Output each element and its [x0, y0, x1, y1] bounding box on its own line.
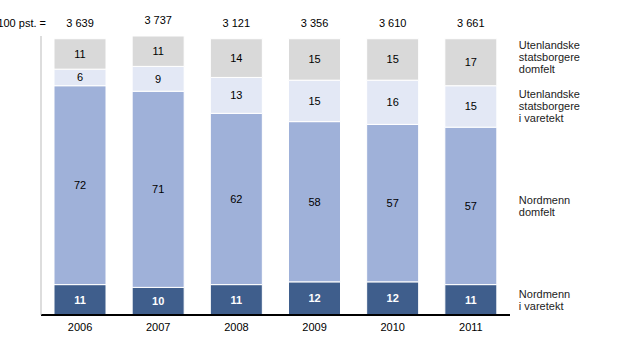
svg-text:12: 12: [308, 292, 320, 304]
svg-text:Utenlandskestatsborgerei varet: Utenlandskestatsborgerei varetekt: [519, 88, 580, 124]
svg-text:Nordmenndomfelt: Nordmenndomfelt: [519, 194, 570, 218]
svg-text:58: 58: [308, 196, 320, 208]
svg-text:3 610: 3 610: [379, 17, 407, 29]
svg-text:13: 13: [230, 89, 242, 101]
svg-text:11: 11: [74, 294, 86, 306]
svg-text:72: 72: [74, 179, 86, 191]
svg-text:3 661: 3 661: [457, 17, 485, 29]
svg-text:2006: 2006: [68, 321, 92, 333]
svg-text:10: 10: [152, 295, 164, 307]
svg-text:11: 11: [465, 294, 477, 306]
svg-text:11: 11: [74, 48, 85, 60]
svg-text:3 356: 3 356: [301, 17, 329, 29]
svg-text:Utenlandskestatsborgeredomfelt: Utenlandskestatsborgeredomfelt: [519, 39, 580, 75]
svg-text:Nordmenni varetekt: Nordmenni varetekt: [519, 288, 570, 312]
svg-text:6: 6: [77, 71, 83, 83]
svg-text:17: 17: [465, 56, 477, 68]
svg-text:15: 15: [387, 53, 399, 65]
svg-text:15: 15: [465, 100, 477, 112]
svg-text:2011: 2011: [459, 321, 483, 333]
svg-text:15: 15: [308, 53, 320, 65]
svg-text:16: 16: [387, 96, 399, 108]
svg-text:2008: 2008: [224, 321, 248, 333]
svg-text:15: 15: [308, 95, 320, 107]
svg-text:100 pst. =: 100 pst. =: [8, 17, 46, 29]
svg-text:11: 11: [152, 45, 163, 57]
svg-text:11: 11: [231, 294, 243, 306]
svg-text:62: 62: [230, 193, 242, 205]
svg-text:3 737: 3 737: [144, 14, 172, 26]
svg-text:3 121: 3 121: [223, 17, 251, 29]
svg-text:14: 14: [230, 52, 242, 64]
svg-text:2009: 2009: [302, 321, 326, 333]
svg-text:2007: 2007: [146, 321, 170, 333]
svg-text:71: 71: [152, 183, 164, 195]
svg-text:9: 9: [155, 73, 161, 85]
svg-text:57: 57: [465, 200, 477, 212]
svg-text:3 639: 3 639: [66, 17, 94, 29]
svg-text:57: 57: [387, 197, 399, 209]
svg-text:2010: 2010: [381, 321, 405, 333]
svg-text:12: 12: [387, 292, 399, 304]
